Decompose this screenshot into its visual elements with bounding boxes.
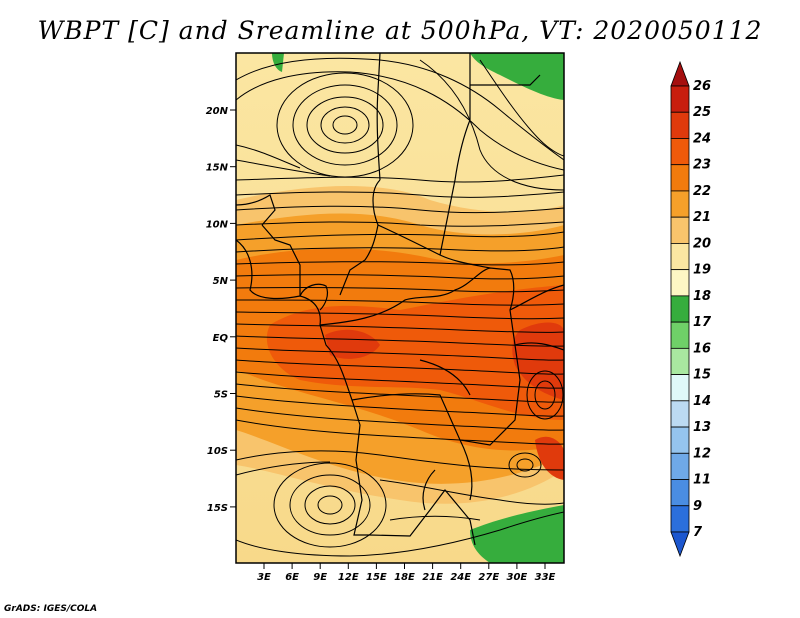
colorbar-level-label: 23: [693, 158, 711, 173]
chart-title: WBPT [C] and Sreamline at 500hPa, VT: 20…: [37, 16, 763, 45]
lon-tick-label: 30E: [507, 572, 528, 583]
colorbar-box: [670, 164, 690, 192]
lat-tick-label: 15N: [206, 163, 229, 174]
colorbar-level-label: 15: [693, 368, 711, 383]
map-frame: [235, 52, 565, 564]
colorbar-box: [670, 190, 690, 218]
colorbar-box: [670, 111, 690, 139]
colorbar-level-label: 24: [693, 131, 711, 146]
colorbar-box: [670, 269, 690, 297]
colorbar-box: [670, 321, 690, 349]
colorbar-box: [670, 216, 690, 244]
colorbar-level-label: 22: [693, 184, 711, 199]
lon-tick-label: 12E: [338, 572, 359, 583]
colorbar-box: [670, 243, 690, 271]
colorbar-box: [670, 374, 690, 402]
lon-tick-label: 15E: [366, 572, 387, 583]
lon-tick-label: 3E: [257, 572, 271, 583]
colorbar-box: [670, 138, 690, 166]
colorbar-box: [670, 452, 690, 480]
lat-tick-label: 10N: [206, 219, 229, 230]
colorbar: 26 25 24 23 22 21 20 19 18 17 16 15 14 13 12 11 9 7: [670, 60, 712, 558]
lat-tick-label: 5S: [214, 390, 228, 401]
lat-tick-label: 5N: [213, 276, 229, 287]
latitude-axis: 20N 15N 10N 5N EQ 5S 10S 15S: [206, 106, 236, 514]
colorbar-box: [670, 85, 690, 113]
colorbar-level-label: 19: [693, 263, 711, 278]
colorbar-level-label: 18: [693, 289, 711, 304]
country-borders: [236, 53, 564, 546]
lat-tick-label: 20N: [206, 106, 229, 117]
colorbar-level-label: 13: [693, 420, 711, 435]
lon-tick-label: 21E: [422, 572, 443, 583]
colorbar-level-label: 14: [693, 394, 711, 409]
lon-tick-label: 18E: [394, 572, 415, 583]
colorbar-level-label: 9: [693, 499, 702, 514]
colorbar-level-label: 20: [693, 236, 711, 251]
colorbar-level-label: 21: [693, 210, 711, 225]
lon-tick-label: 33E: [535, 572, 556, 583]
colorbar-level-label: 11: [693, 473, 711, 488]
colorbar-box: [670, 295, 690, 323]
colorbar-box: [670, 505, 690, 533]
lon-tick-label: 27E: [478, 572, 499, 583]
wbpt-field: [236, 53, 564, 563]
streamlines: [236, 57, 564, 557]
lat-tick-label: 15S: [207, 503, 228, 514]
colorbar-level-label: 16: [693, 341, 711, 356]
colorbar-box: [670, 479, 690, 507]
lon-tick-label: 9E: [313, 572, 327, 583]
colorbar-level-label: 17: [693, 315, 712, 330]
colorbar-box: [670, 426, 690, 454]
longitude-axis: 3E 6E 9E 12E 15E 18E 21E 24E 27E 30E 33E: [257, 563, 556, 583]
colorbar-level-label: 26: [693, 79, 711, 94]
colorbar-level-label: 25: [693, 105, 711, 120]
lon-tick-label: 24E: [450, 572, 471, 583]
colorbar-box: [670, 400, 690, 428]
lat-tick-label: 10S: [207, 446, 228, 457]
lon-tick-label: 6E: [285, 572, 299, 583]
colorbar-level-label: 7: [693, 525, 703, 540]
colorbar-level-label: 12: [693, 446, 711, 461]
lat-tick-label: EQ: [213, 333, 229, 344]
colorbar-min-arrow: [670, 531, 690, 558]
grads-credit: GrADS: IGES/COLA: [4, 604, 98, 614]
colorbar-box: [670, 347, 690, 375]
colorbar-max-arrow: [670, 60, 690, 87]
